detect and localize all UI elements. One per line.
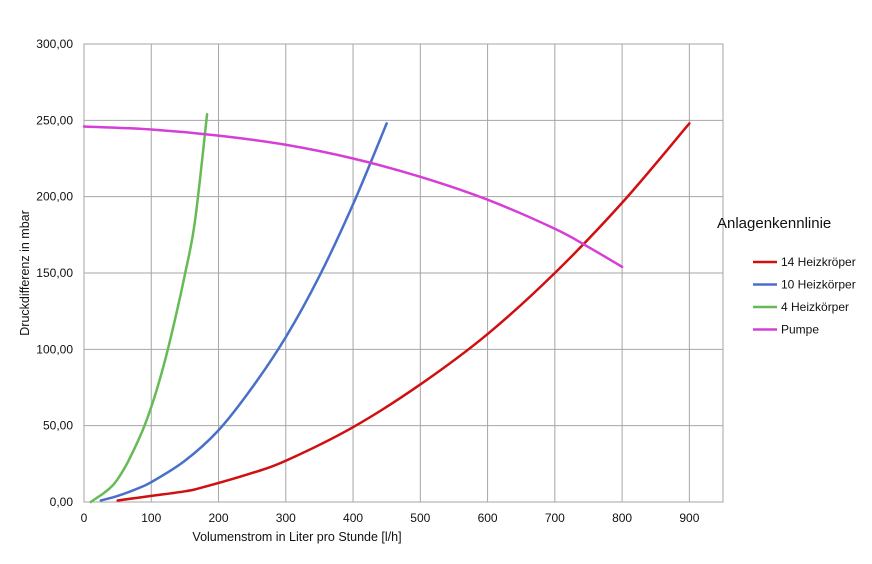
legend: Anlagenkennlinie 14 Heizkröper 10 Heizkör… bbox=[717, 215, 856, 337]
legend-title: Anlagenkennlinie bbox=[717, 215, 831, 232]
series-line-10-heizk-rper bbox=[99, 122, 388, 502]
x-tick-label: 0 bbox=[81, 511, 88, 525]
y-tick-label: 100,00 bbox=[36, 342, 73, 356]
legend-item-label: 4 Heizkörper bbox=[781, 300, 849, 314]
series-lines bbox=[82, 112, 691, 504]
grid bbox=[83, 43, 724, 503]
x-tick-label: 700 bbox=[545, 511, 565, 525]
x-tick-label: 600 bbox=[478, 511, 498, 525]
y-tick-label: 250,00 bbox=[36, 113, 73, 127]
legend-item-label: 10 Heizkörper bbox=[781, 278, 856, 292]
y-tick-label: 150,00 bbox=[36, 266, 73, 280]
tick-labels: 0,00 50,00 100,00 150,00 200,00 250,00 300,00 0… bbox=[36, 37, 699, 525]
series-line-4-heizk-rper bbox=[89, 112, 209, 504]
x-axis-label: Volumenstrom in Liter pro Stunde [l/h] bbox=[192, 530, 401, 544]
series-line-pumpe bbox=[82, 125, 624, 269]
y-tick-label: 50,00 bbox=[43, 419, 73, 433]
y-tick-label: 200,00 bbox=[36, 190, 73, 204]
x-tick-label: 200 bbox=[209, 511, 229, 525]
legend-item-label: 14 Heizkröper bbox=[781, 255, 856, 269]
y-axis-label: Druckdifferenz in mbar bbox=[18, 210, 32, 336]
plot-border bbox=[83, 43, 724, 503]
x-tick-label: 400 bbox=[343, 511, 363, 525]
x-tick-label: 100 bbox=[141, 511, 161, 525]
y-tick-label: 300,00 bbox=[36, 37, 73, 51]
series-line-14-heizkr-per bbox=[116, 122, 691, 502]
x-tick-label: 800 bbox=[612, 511, 632, 525]
y-tick-label: 0,00 bbox=[50, 495, 74, 509]
x-tick-label: 300 bbox=[276, 511, 296, 525]
legend-item-label: Pumpe bbox=[781, 323, 819, 337]
x-tick-label: 500 bbox=[410, 511, 430, 525]
x-tick-label: 900 bbox=[679, 511, 699, 525]
